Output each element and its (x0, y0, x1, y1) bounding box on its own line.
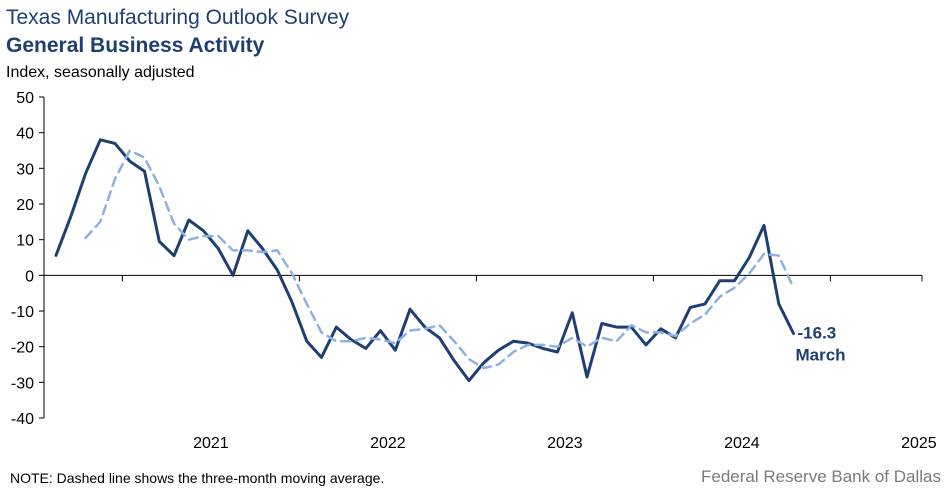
y-tick-label: -40 (11, 411, 34, 428)
y-axis-label: Index, seasonally adjusted (6, 64, 195, 81)
y-tick-label: -30 (11, 375, 34, 392)
y-tick-label: 20 (16, 197, 34, 214)
x-tick-label: 2022 (370, 435, 406, 452)
index-line (54, 138, 795, 383)
y-tick-label: -20 (11, 340, 34, 357)
y-tick-label: 50 (16, 90, 34, 107)
y-tick-label: 0 (25, 268, 34, 285)
y-tick-label: 40 (16, 126, 34, 143)
y-tick-label: 30 (16, 161, 34, 178)
x-tick-label: 2024 (724, 435, 760, 452)
chart-title: Texas Manufacturing Outlook Survey (6, 6, 350, 29)
latest-month-label: March (796, 345, 846, 364)
x-tick-label: 2023 (547, 435, 583, 452)
footnote: NOTE: Dashed line shows the three-month … (10, 470, 385, 486)
source-credit: Federal Reserve Bank of Dallas (700, 467, 941, 486)
latest-value-label: -16.3 (798, 323, 837, 342)
chart-subtitle: General Business Activity (6, 34, 265, 57)
y-tick-label: -10 (11, 304, 34, 321)
moving-average-line (84, 149, 795, 370)
x-tick-label: 2025 (901, 435, 937, 452)
x-tick-label: 2021 (193, 435, 229, 452)
y-tick-label: 10 (16, 233, 34, 250)
